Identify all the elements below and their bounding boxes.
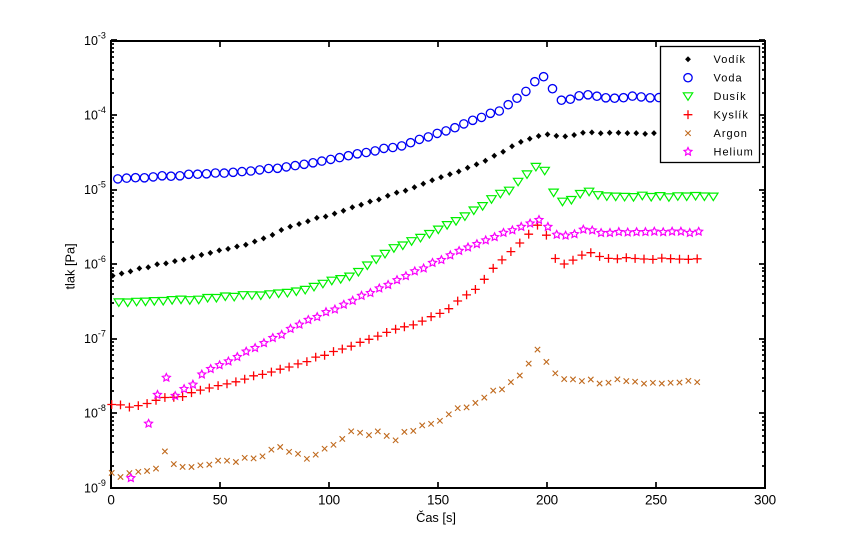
svg-text:Čas [s]: Čas [s]: [416, 510, 456, 525]
svg-text:300: 300: [754, 492, 776, 507]
svg-text:Helium: Helium: [714, 147, 754, 159]
svg-text:Argon: Argon: [714, 128, 748, 140]
svg-text:150: 150: [427, 492, 449, 507]
svg-text:Vodík: Vodík: [714, 54, 747, 66]
svg-text:Kyslík: Kyslík: [714, 110, 749, 122]
svg-text:50: 50: [213, 492, 228, 507]
svg-text:200: 200: [536, 492, 558, 507]
svg-text:250: 250: [645, 492, 667, 507]
svg-text:0: 0: [107, 492, 114, 507]
svg-text:100: 100: [318, 492, 340, 507]
svg-text:Voda: Voda: [714, 73, 743, 85]
svg-text:Dusík: Dusík: [714, 91, 747, 103]
svg-text:tlak [Pa]: tlak [Pa]: [63, 243, 78, 289]
